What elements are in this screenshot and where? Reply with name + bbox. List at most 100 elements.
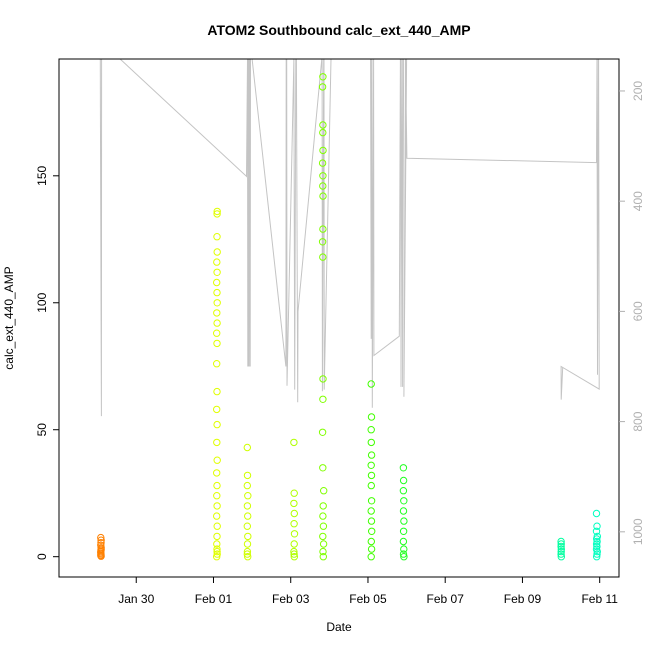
data-point: [367, 413, 376, 421]
data-point: [213, 492, 221, 500]
data-point: [244, 532, 252, 541]
data-point: [213, 329, 221, 337]
data-point: [557, 550, 565, 558]
data-point: [557, 537, 565, 546]
data-point: [592, 540, 601, 548]
data-point: [367, 426, 375, 434]
data-point: [213, 258, 221, 266]
data-point: [319, 547, 327, 556]
data-point: [593, 535, 601, 543]
data-point: [399, 550, 408, 558]
x-tick-label: Feb 03: [272, 592, 310, 606]
x-tick-label: Feb 07: [427, 592, 465, 606]
data-point: [213, 319, 221, 327]
data-point: [97, 552, 105, 560]
data-point: [213, 387, 221, 396]
data-point: [97, 536, 105, 544]
y-tick-label: 150: [35, 165, 49, 185]
data-point: [319, 553, 327, 561]
data-point: [213, 438, 221, 447]
data-point: [290, 553, 298, 561]
data-point: [318, 238, 327, 246]
data-point: [400, 553, 408, 561]
data-point: [213, 532, 221, 541]
data-point: [213, 405, 221, 414]
data-point: [319, 502, 327, 510]
data-point: [290, 550, 298, 558]
data-point: [593, 547, 601, 556]
depth-trace-layer: [99, 59, 600, 417]
data-point: [97, 533, 105, 542]
data-point: [367, 481, 375, 490]
data-point: [243, 481, 252, 490]
data-point: [400, 517, 408, 525]
data-point: [213, 469, 221, 477]
data-points-layer: [97, 73, 601, 561]
data-point: [593, 522, 601, 530]
y2-tick-label: 600: [631, 301, 645, 321]
data-point: [367, 553, 375, 561]
data-point: [367, 507, 375, 515]
data-point: [213, 550, 221, 558]
data-point: [290, 530, 299, 538]
x-tick-label: Feb 05: [349, 592, 387, 606]
y-tick-label: 100: [35, 292, 49, 312]
data-point: [557, 547, 565, 556]
data-point: [213, 512, 221, 520]
data-point: [593, 542, 601, 551]
data-point: [243, 471, 252, 480]
y-axis-right: 200 400 600 800 1000: [619, 81, 645, 545]
data-point: [243, 443, 252, 452]
depth-trace-line: [99, 59, 600, 417]
data-point: [244, 512, 252, 520]
y2-tick-label: 800: [631, 411, 645, 431]
data-point: [318, 428, 327, 436]
data-point: [244, 492, 252, 500]
data-point: [318, 159, 327, 167]
data-point: [367, 451, 376, 459]
x-axis-label: Date: [326, 620, 352, 634]
data-point: [213, 456, 221, 464]
data-point: [319, 73, 327, 81]
data-point: [399, 476, 408, 485]
data-point: [213, 502, 221, 510]
chart-title: ATOM2 Southbound calc_ext_440_AMP: [207, 22, 470, 38]
data-point: [319, 464, 327, 472]
data-point: [593, 550, 601, 558]
data-point: [290, 489, 298, 497]
data-point: [367, 461, 375, 469]
data-point: [244, 553, 252, 561]
x-tick-label: Feb 01: [195, 592, 233, 606]
data-point: [319, 182, 327, 190]
data-point: [213, 360, 221, 368]
data-point: [319, 532, 327, 541]
y-tick-label: 0: [35, 553, 49, 560]
data-point: [213, 553, 221, 561]
x-axis: Jan 30 Feb 01 Feb 03 Feb 05 Feb 07 Feb 09 Feb …: [118, 577, 618, 606]
x-tick-label: Jan 30: [118, 592, 154, 606]
data-point: [367, 537, 375, 546]
data-point: [557, 545, 565, 553]
data-point: [593, 553, 601, 561]
data-point: [213, 339, 221, 348]
data-point: [399, 527, 408, 535]
data-point: [367, 517, 376, 525]
data-point: [367, 497, 376, 505]
data-point: [319, 395, 327, 403]
data-point: [367, 471, 376, 480]
data-point: [557, 553, 565, 561]
data-point: [243, 550, 252, 558]
data-point: [290, 547, 298, 556]
y-axis-left: 0 50 100 150: [35, 165, 59, 560]
data-point: [319, 146, 327, 155]
data-point: [367, 380, 375, 388]
data-point: [592, 527, 601, 535]
y2-tick-label: 400: [631, 191, 645, 211]
plot-frame: [58, 58, 620, 578]
data-point: [213, 268, 221, 276]
data-point: [399, 537, 408, 546]
data-point: [592, 509, 601, 518]
data-point: [213, 248, 221, 256]
x-tick-label: Feb 11: [581, 592, 618, 606]
